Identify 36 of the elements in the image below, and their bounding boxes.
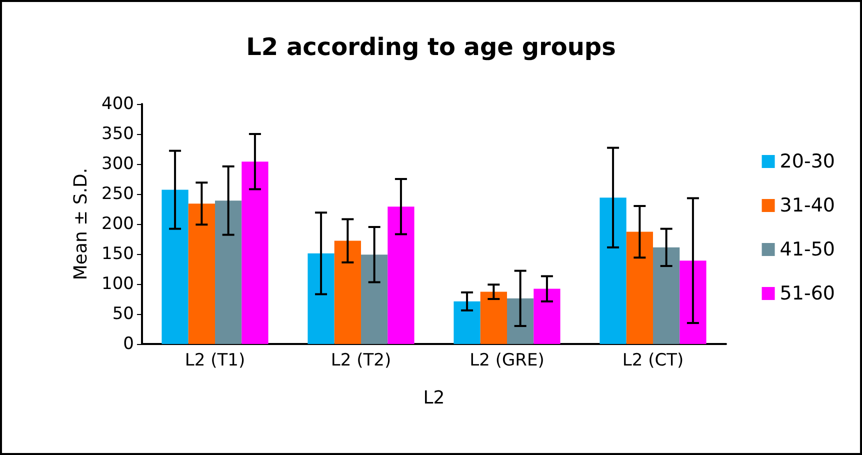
x-tick-label: L2 (GRE) [470, 350, 544, 370]
bar [653, 247, 680, 344]
bar [507, 298, 534, 344]
bar [162, 190, 188, 344]
bar [454, 301, 480, 344]
bar [626, 232, 653, 344]
y-tick-label: 150 [102, 244, 134, 264]
bar [680, 260, 706, 344]
y-tick-label: 0 [123, 334, 134, 354]
x-tick-label: L2 (T2) [330, 350, 392, 370]
y-tick-label: 400 [102, 94, 134, 114]
x-tick-label: L2 (T1) [184, 350, 246, 370]
y-tick-label: 250 [102, 184, 134, 204]
bar [242, 162, 268, 344]
y-tick-label: 100 [102, 274, 134, 294]
bar [215, 200, 242, 344]
bar [534, 288, 560, 344]
bar [388, 206, 414, 344]
legend-label: 41-50 [780, 238, 836, 260]
x-axis-title: L2 [423, 388, 445, 408]
bar [600, 198, 626, 344]
y-tick-label: 50 [112, 304, 134, 324]
bar [361, 254, 388, 344]
bar [188, 204, 215, 344]
legend-label: 20-30 [780, 150, 836, 172]
legend-label: 31-40 [780, 194, 836, 216]
bar [480, 292, 507, 344]
x-tick-label: L2 (CT) [622, 350, 684, 370]
y-tick-label: 200 [102, 214, 134, 234]
bar [334, 240, 361, 344]
chart-title: L2 according to age groups [246, 33, 616, 61]
legend-label: 51-60 [780, 282, 836, 304]
bar [308, 253, 334, 344]
y-axis-title: Mean ± S.D. [70, 168, 92, 280]
y-tick-label: 350 [102, 124, 134, 144]
y-tick-label: 300 [102, 154, 134, 174]
